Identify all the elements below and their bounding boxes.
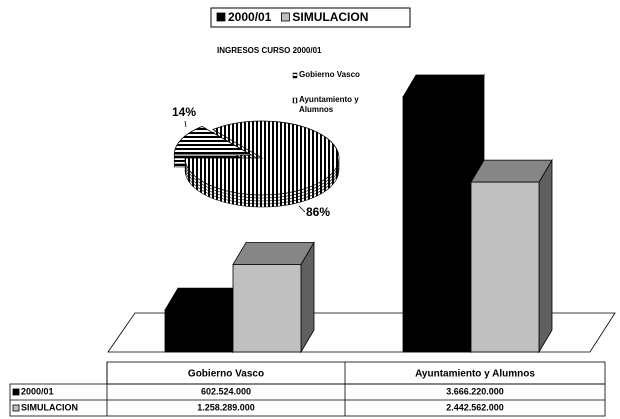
table-legend-swatch xyxy=(12,388,20,396)
bar xyxy=(232,264,302,353)
bar xyxy=(402,96,472,353)
legend-label: SIMULACION xyxy=(292,10,368,24)
data-table xyxy=(9,361,606,417)
table-cell: 1.258.289.000 xyxy=(197,402,255,412)
legend-box xyxy=(210,7,411,28)
table-cell: 602.524.000 xyxy=(201,386,251,396)
leader-line xyxy=(184,120,187,128)
pie-slice xyxy=(184,120,340,196)
bar-top xyxy=(470,159,553,183)
table-legend-swatch xyxy=(12,404,20,412)
legend-swatch xyxy=(280,12,290,22)
table-row-header: 2000/01 xyxy=(21,386,54,396)
table-cell: 3.666.220.000 xyxy=(446,386,504,396)
pie-slice xyxy=(173,125,253,156)
bar-top xyxy=(402,74,485,98)
bar xyxy=(164,309,234,353)
pie-label: 86% xyxy=(306,205,330,219)
table-column-header: Ayuntamiento y Alumnos xyxy=(415,369,535,380)
legend-swatch xyxy=(216,12,226,22)
leader-line xyxy=(298,205,306,213)
pie-title: INGRESOS CURSO 2000/01 xyxy=(217,46,322,55)
table-column-header: Gobierno Vasco xyxy=(188,369,264,380)
legend-label: 2000/01 xyxy=(228,10,272,24)
pie-label: 14% xyxy=(172,105,196,119)
bar-side xyxy=(538,158,553,354)
table-cell: 2.442.562.000 xyxy=(446,402,504,412)
pie-legend-label: Ayuntamiento y Alumnos xyxy=(299,95,359,114)
pie-legend-swatch xyxy=(292,97,298,104)
bar-top xyxy=(232,242,315,265)
bar xyxy=(470,181,540,353)
pie-legend-swatch xyxy=(292,72,298,79)
pie-legend-label: Gobierno Vasco xyxy=(299,70,360,79)
table-row-header: SIMULACION xyxy=(21,402,78,412)
